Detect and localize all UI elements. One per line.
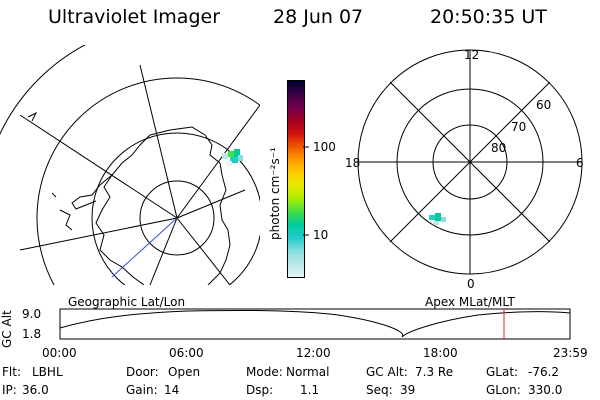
gain-label: Gain: [126,383,158,397]
colorbar-tick-100: 100 [313,140,336,154]
latitude-circle [139,180,215,256]
mode-label: Mode: [246,365,283,379]
latitude-circle [91,132,260,285]
orbit-altitude-plot [59,308,571,340]
timeline-xtick-2359: 23:59 [553,346,588,360]
time-label: 20:50:35 UT [430,6,547,28]
meridian-line [149,217,178,285]
colorbar-ticks [303,146,309,236]
colorbar-unit-label: photon cm⁻²s⁻¹ [268,147,282,240]
seq-label: Seq: [366,383,393,397]
date-label: 28 Jun 07 [273,6,364,28]
satellite-track [111,217,178,278]
aurora-patch [222,149,243,166]
right-panel-caption: Apex MLat/MLT [425,295,515,309]
timeline-xtick-1200: 12:00 [296,346,331,360]
mlat-label-70: 70 [511,120,527,134]
altitude-curve [59,309,571,338]
polar-plot [357,49,583,275]
ip-label: IP: [2,383,17,397]
dsp-value: 1.1 [300,383,320,397]
mlt-label-12: 12 [464,48,480,62]
gcalt-label: GC Alt: [366,365,408,379]
seq-value: 39 [400,383,416,397]
left-panel-caption: Geographic Lat/Lon [68,295,186,309]
gcalt-value: 7.3 Re [415,365,454,379]
filter-label: Flt: [2,365,21,379]
latitude-circle [0,45,87,136]
mlat-label-80: 80 [491,141,507,155]
coastline-fragment [59,209,73,231]
coastline-fragment [51,192,57,198]
antarctica-coastline [95,126,231,285]
polar-axis-diagonal [389,81,551,243]
meridian-line [19,114,178,219]
glat-value: -76.2 [528,365,560,379]
meridian-line [139,64,178,219]
mlt-label-6: 6 [576,156,584,170]
glat-label: GLat: [486,365,519,379]
meridian-line [19,217,178,251]
timeline-xtick-1800: 18:00 [423,346,458,360]
mlat-label-60: 60 [536,98,552,112]
colorbar [287,80,305,278]
instrument-title: Ultraviolet Imager [48,6,221,28]
glon-value: 330.0 [528,383,563,397]
mode-value: Normal [286,365,330,379]
aurora-patch [429,213,446,225]
timeline-xtick-0600: 06:00 [169,346,204,360]
filter-value: LBHL [32,365,63,379]
meridian-line [176,217,231,285]
dsp-label: Dsp: [246,383,274,397]
glon-label: GLon: [486,383,521,397]
door-label: Door: [126,365,159,379]
peninsula-coastline [71,174,113,210]
mlt-label-18: 18 [345,156,361,170]
ip-value: 36.0 [22,383,49,397]
coastline-fragment [27,111,38,122]
timeline-ytick-high: 9.0 [22,307,42,321]
timeline-ylabel: GC Alt [0,310,14,348]
door-value: Open [168,365,201,379]
timeline-ytick-low: 1.8 [22,327,42,341]
latitude-circle [36,77,260,285]
geographic-map [0,45,260,285]
mlt-label-0: 0 [467,277,475,291]
gain-value: 14 [164,383,180,397]
timeline-xtick-0000: 00:00 [42,346,77,360]
colorbar-tick-10: 10 [313,228,329,242]
meridian-line [176,189,246,219]
